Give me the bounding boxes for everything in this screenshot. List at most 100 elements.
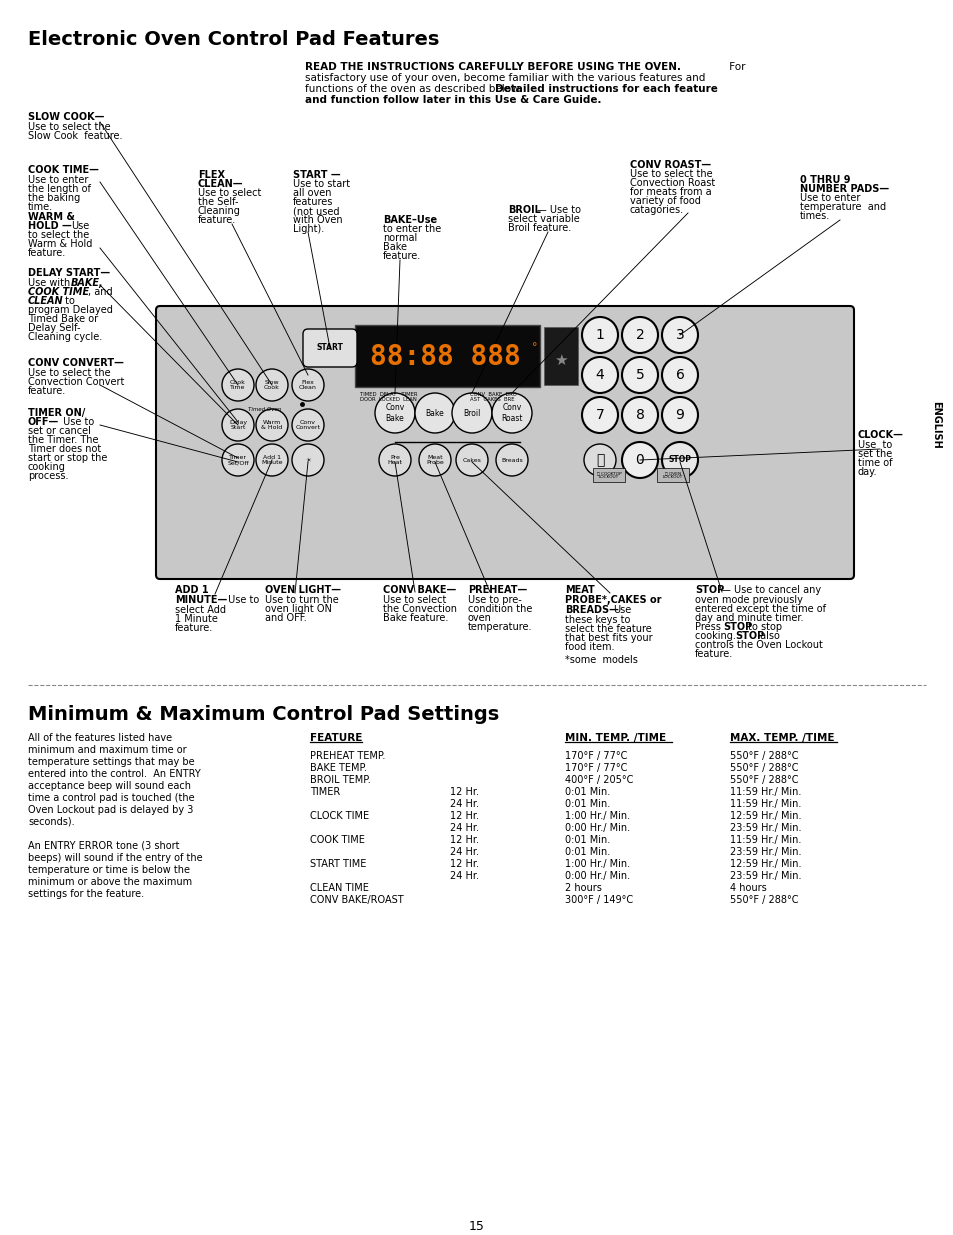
Text: Use to select the: Use to select the bbox=[28, 122, 111, 132]
Text: CLOCK TIME: CLOCK TIME bbox=[310, 811, 369, 821]
Text: Use to enter: Use to enter bbox=[28, 175, 89, 185]
Text: 550°F / 288°C: 550°F / 288°C bbox=[729, 751, 798, 761]
Text: feature.: feature. bbox=[198, 215, 236, 225]
Text: 7: 7 bbox=[595, 408, 604, 422]
Text: Timer
Set/Off: Timer Set/Off bbox=[227, 454, 249, 466]
Text: cooking: cooking bbox=[28, 462, 66, 472]
Circle shape bbox=[661, 357, 698, 393]
Text: to enter the: to enter the bbox=[382, 224, 441, 233]
Text: CONV CONVERT—: CONV CONVERT— bbox=[28, 358, 124, 368]
Text: CLEAN TIME: CLEAN TIME bbox=[310, 883, 369, 893]
Text: minimum and maximum time or: minimum and maximum time or bbox=[28, 745, 187, 755]
Text: 11:59 Hr./ Min.: 11:59 Hr./ Min. bbox=[729, 799, 801, 809]
Text: Use to: Use to bbox=[60, 417, 94, 427]
Text: DOOR  LOCKED  LEAN: DOOR LOCKED LEAN bbox=[359, 396, 416, 403]
Text: condition the: condition the bbox=[468, 604, 532, 614]
Text: with Oven: with Oven bbox=[293, 215, 342, 225]
Text: TIMER ON/: TIMER ON/ bbox=[28, 408, 85, 417]
Text: 12 Hr.: 12 Hr. bbox=[450, 835, 478, 845]
Text: Use to enter: Use to enter bbox=[800, 193, 860, 203]
Text: set the: set the bbox=[857, 450, 891, 459]
Text: 550°F / 288°C: 550°F / 288°C bbox=[729, 776, 798, 785]
Text: cooking.: cooking. bbox=[695, 631, 739, 641]
Text: BREADS—: BREADS— bbox=[564, 605, 618, 615]
Text: Timed Oven: Timed Oven bbox=[248, 408, 281, 412]
Text: 24 Hr.: 24 Hr. bbox=[450, 799, 478, 809]
Text: 11:59 Hr./ Min.: 11:59 Hr./ Min. bbox=[729, 835, 801, 845]
Text: Use  to: Use to bbox=[857, 440, 891, 450]
Text: An ENTRY ERROR tone (3 short: An ENTRY ERROR tone (3 short bbox=[28, 841, 179, 851]
Text: Conv
Convert: Conv Convert bbox=[295, 420, 320, 431]
Text: ADD 1: ADD 1 bbox=[174, 585, 209, 595]
Text: ENGLISH: ENGLISH bbox=[930, 401, 940, 448]
Text: Use to select the: Use to select the bbox=[28, 368, 111, 378]
Text: 24 Hr.: 24 Hr. bbox=[450, 847, 478, 857]
Text: Use with: Use with bbox=[28, 278, 73, 288]
Text: 24 Hr.: 24 Hr. bbox=[450, 871, 478, 881]
Circle shape bbox=[255, 369, 288, 401]
Text: day and minute timer.: day and minute timer. bbox=[695, 613, 802, 622]
Text: Slow Cook  feature.: Slow Cook feature. bbox=[28, 131, 122, 141]
Text: the Self-: the Self- bbox=[198, 198, 238, 207]
Text: Use: Use bbox=[613, 605, 631, 615]
Text: features: features bbox=[293, 198, 333, 207]
Text: ⌚: ⌚ bbox=[596, 453, 603, 467]
Text: temperature or time is below the: temperature or time is below the bbox=[28, 864, 190, 876]
Text: 9: 9 bbox=[675, 408, 683, 422]
Text: temperature settings that may be: temperature settings that may be bbox=[28, 757, 194, 767]
Text: Use to start: Use to start bbox=[293, 179, 350, 189]
Text: Broil feature.: Broil feature. bbox=[507, 224, 571, 233]
Text: 0:01 Min.: 0:01 Min. bbox=[564, 799, 610, 809]
Text: CONV BAKE—: CONV BAKE— bbox=[382, 585, 456, 595]
Circle shape bbox=[292, 369, 324, 401]
Circle shape bbox=[375, 393, 415, 433]
Text: 400°F / 205°C: 400°F / 205°C bbox=[564, 776, 633, 785]
Text: variety of food: variety of food bbox=[629, 196, 700, 206]
Text: *some  models: *some models bbox=[564, 655, 638, 664]
Text: Slow
Cook: Slow Cook bbox=[264, 379, 279, 390]
Text: time of: time of bbox=[857, 458, 892, 468]
Text: MINUTE—: MINUTE— bbox=[174, 595, 227, 605]
Circle shape bbox=[418, 445, 451, 475]
Text: 170°F / 77°C: 170°F / 77°C bbox=[564, 763, 627, 773]
Text: PREHEAT—: PREHEAT— bbox=[468, 585, 527, 595]
Text: satisfactory use of your oven, become familiar with the various features and: satisfactory use of your oven, become fa… bbox=[305, 73, 704, 83]
Text: feature.: feature. bbox=[695, 650, 733, 659]
Text: Convection Convert: Convection Convert bbox=[28, 377, 124, 387]
Text: Delay
Start: Delay Start bbox=[229, 420, 247, 431]
Text: READ THE INSTRUCTIONS CAREFULLY BEFORE USING THE OVEN.: READ THE INSTRUCTIONS CAREFULLY BEFORE U… bbox=[305, 62, 680, 72]
Text: Cleaning: Cleaning bbox=[198, 206, 240, 216]
Circle shape bbox=[661, 317, 698, 353]
Text: oven light ON: oven light ON bbox=[265, 604, 332, 614]
Text: day.: day. bbox=[857, 467, 877, 477]
Text: entered except the time of: entered except the time of bbox=[695, 604, 825, 614]
Text: 88:88 888: 88:88 888 bbox=[369, 343, 519, 370]
Text: 550°F / 288°C: 550°F / 288°C bbox=[729, 895, 798, 905]
Text: STOP: STOP bbox=[722, 622, 752, 632]
Text: Flex
Clean: Flex Clean bbox=[298, 379, 316, 390]
Text: BAKE TEMP.: BAKE TEMP. bbox=[310, 763, 367, 773]
Text: Bake: Bake bbox=[425, 409, 444, 417]
Text: Cakes: Cakes bbox=[462, 457, 481, 462]
Text: BAKE–Use: BAKE–Use bbox=[382, 215, 436, 225]
Text: MIN. TEMP. /TIME: MIN. TEMP. /TIME bbox=[564, 734, 665, 743]
Text: program Delayed: program Delayed bbox=[28, 305, 112, 315]
Text: CLEAN: CLEAN bbox=[28, 296, 64, 306]
Circle shape bbox=[255, 445, 288, 475]
Text: to: to bbox=[62, 296, 74, 306]
Text: MAX. TEMP. /TIME: MAX. TEMP. /TIME bbox=[729, 734, 834, 743]
Circle shape bbox=[222, 369, 253, 401]
Text: 0:00 Hr./ Min.: 0:00 Hr./ Min. bbox=[564, 823, 630, 832]
Text: COOK TIME: COOK TIME bbox=[28, 287, 89, 296]
Text: Warm
& Hold: Warm & Hold bbox=[261, 420, 282, 431]
Text: TIMER: TIMER bbox=[310, 787, 340, 797]
Circle shape bbox=[292, 445, 324, 475]
Text: entered into the control.  An ENTRY: entered into the control. An ENTRY bbox=[28, 769, 200, 779]
Text: PREHEAT TEMP.: PREHEAT TEMP. bbox=[310, 751, 385, 761]
Text: Detailed instructions for each feature: Detailed instructions for each feature bbox=[495, 84, 717, 94]
Text: all oven: all oven bbox=[293, 188, 331, 198]
Text: functions of the oven as described below.: functions of the oven as described below… bbox=[305, 84, 525, 94]
Text: CONV ROAST—: CONV ROAST— bbox=[629, 161, 710, 170]
Text: these keys to: these keys to bbox=[564, 615, 630, 625]
Text: Bake: Bake bbox=[382, 242, 407, 252]
